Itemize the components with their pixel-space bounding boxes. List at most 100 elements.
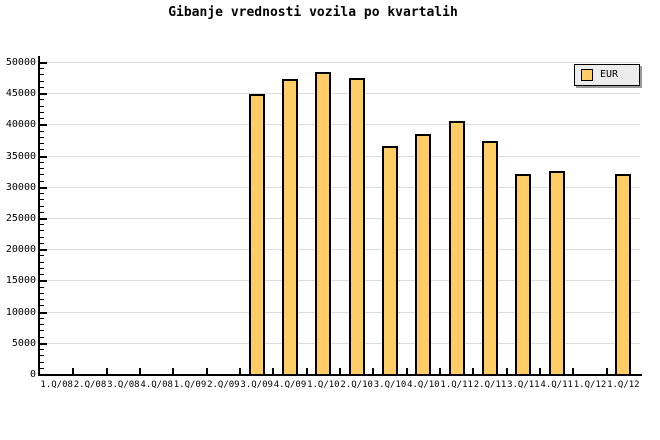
y-tick-label: 35000: [5, 150, 36, 162]
y-minor-tick: [40, 111, 44, 113]
legend-swatch-icon: [581, 69, 593, 81]
y-major-tick: [40, 218, 47, 220]
y-minor-tick: [40, 355, 44, 357]
bar-3.Q/10: [382, 146, 398, 374]
y-minor-tick: [40, 86, 44, 88]
y-major-tick: [40, 124, 47, 127]
x-tick-label: 2.Q/11: [473, 380, 507, 390]
gridline: [40, 311, 640, 313]
y-minor-tick: [40, 193, 44, 195]
x-tick: [272, 368, 275, 374]
y-minor-tick: [40, 118, 44, 120]
bar-1.Q/11: [448, 121, 465, 374]
bar-2.Q/10: [348, 78, 365, 374]
y-minor-tick: [40, 367, 44, 369]
x-tick-label: 1.Q/10: [307, 380, 340, 390]
y-minor-tick: [40, 230, 44, 232]
x-tick: [205, 368, 208, 374]
y-minor-tick: [40, 336, 44, 338]
legend-series-label: EUR: [600, 69, 619, 80]
x-tick: [505, 368, 508, 374]
x-tick-label: 4.Q/08: [140, 380, 173, 390]
bar-3.Q/09: [248, 94, 265, 374]
legend-box: EUR: [574, 64, 640, 86]
x-tick: [539, 368, 541, 374]
x-tick: [472, 368, 475, 374]
bar-4.Q/11: [548, 171, 565, 374]
y-minor-tick: [40, 180, 44, 182]
y-tick-label: 15000: [5, 275, 36, 287]
bar-2.Q/11: [482, 141, 498, 374]
y-minor-tick: [40, 99, 44, 101]
y-minor-tick: [40, 168, 44, 170]
x-tick-label: 2.Q/08: [73, 380, 107, 390]
plot-area: 0 5000 10000 15000 20000 25000 30000 35000 40000…: [6, 56, 642, 390]
x-tick: [305, 368, 308, 374]
y-major-tick: [40, 249, 47, 252]
x-tick: [105, 368, 108, 374]
y-minor-tick: [40, 274, 44, 276]
y-minor-tick: [40, 143, 44, 145]
x-tick-label: 1.Q/09: [173, 380, 207, 390]
bar-3.Q/11: [515, 174, 532, 374]
y-tick-label: 10000: [5, 306, 36, 318]
y-major-tick: [40, 342, 47, 345]
x-tick: [372, 368, 375, 374]
x-tick: [439, 368, 441, 374]
y-major-tick: [40, 186, 47, 189]
gridline: [40, 62, 640, 63]
y-major-tick: [40, 62, 47, 64]
y-minor-tick: [40, 242, 44, 244]
y-minor-tick: [40, 324, 44, 326]
y-tick-label: 30000: [5, 181, 36, 193]
y-minor-tick: [40, 161, 44, 163]
gridline: [40, 218, 640, 219]
gridline: [40, 155, 640, 157]
bar-1.Q/10: [315, 72, 332, 374]
x-tick: [339, 368, 341, 374]
x-tick: [239, 368, 241, 374]
y-minor-tick: [40, 299, 44, 301]
gridline: [40, 93, 640, 95]
y-minor-tick: [40, 74, 44, 76]
y-minor-tick: [40, 267, 44, 269]
bar-4.Q/10: [415, 134, 432, 374]
y-minor-tick: [40, 261, 44, 263]
gridline: [40, 342, 640, 344]
y-minor-tick: [40, 130, 44, 132]
x-tick: [605, 368, 608, 374]
y-major-tick: [40, 155, 47, 158]
y-tick-label: 20000: [5, 244, 36, 256]
chart-title: Gibanje vrednosti vozila po kvartalih: [168, 5, 458, 20]
y-major-tick: [40, 93, 47, 96]
y-minor-tick: [40, 205, 44, 207]
y-minor-tick: [40, 317, 44, 319]
x-tick-label: 3.Q/08: [107, 380, 140, 390]
y-tick-label: 50000: [5, 57, 36, 68]
x-tick-label: 3.Q/10: [373, 380, 407, 390]
y-minor-tick: [40, 174, 44, 176]
y-minor-tick: [40, 330, 44, 332]
x-tick: [405, 368, 408, 374]
x-tick: [72, 368, 75, 374]
y-minor-tick: [40, 255, 44, 257]
gridline: [40, 124, 640, 126]
y-minor-tick: [40, 349, 44, 351]
x-tick-label: 3.Q/11: [507, 380, 540, 390]
y-minor-tick: [40, 199, 44, 201]
x-tick-label: 3.Q/09: [240, 380, 273, 390]
y-tick-label: 0: [29, 369, 36, 380]
y-minor-tick: [40, 149, 44, 151]
y-minor-tick: [40, 224, 44, 226]
y-minor-tick: [40, 68, 44, 70]
x-tick-label: 2.Q/09: [207, 380, 240, 390]
x-tick-label: 1.Q/12: [607, 380, 640, 390]
y-tick-label: 5000: [11, 337, 36, 349]
y-tick-label: 45000: [5, 88, 36, 100]
y-minor-tick: [40, 211, 44, 213]
y-minor-tick: [40, 292, 44, 294]
bar-4.Q/09: [282, 79, 298, 374]
y-minor-tick: [40, 136, 44, 138]
y-minor-tick: [40, 236, 44, 238]
